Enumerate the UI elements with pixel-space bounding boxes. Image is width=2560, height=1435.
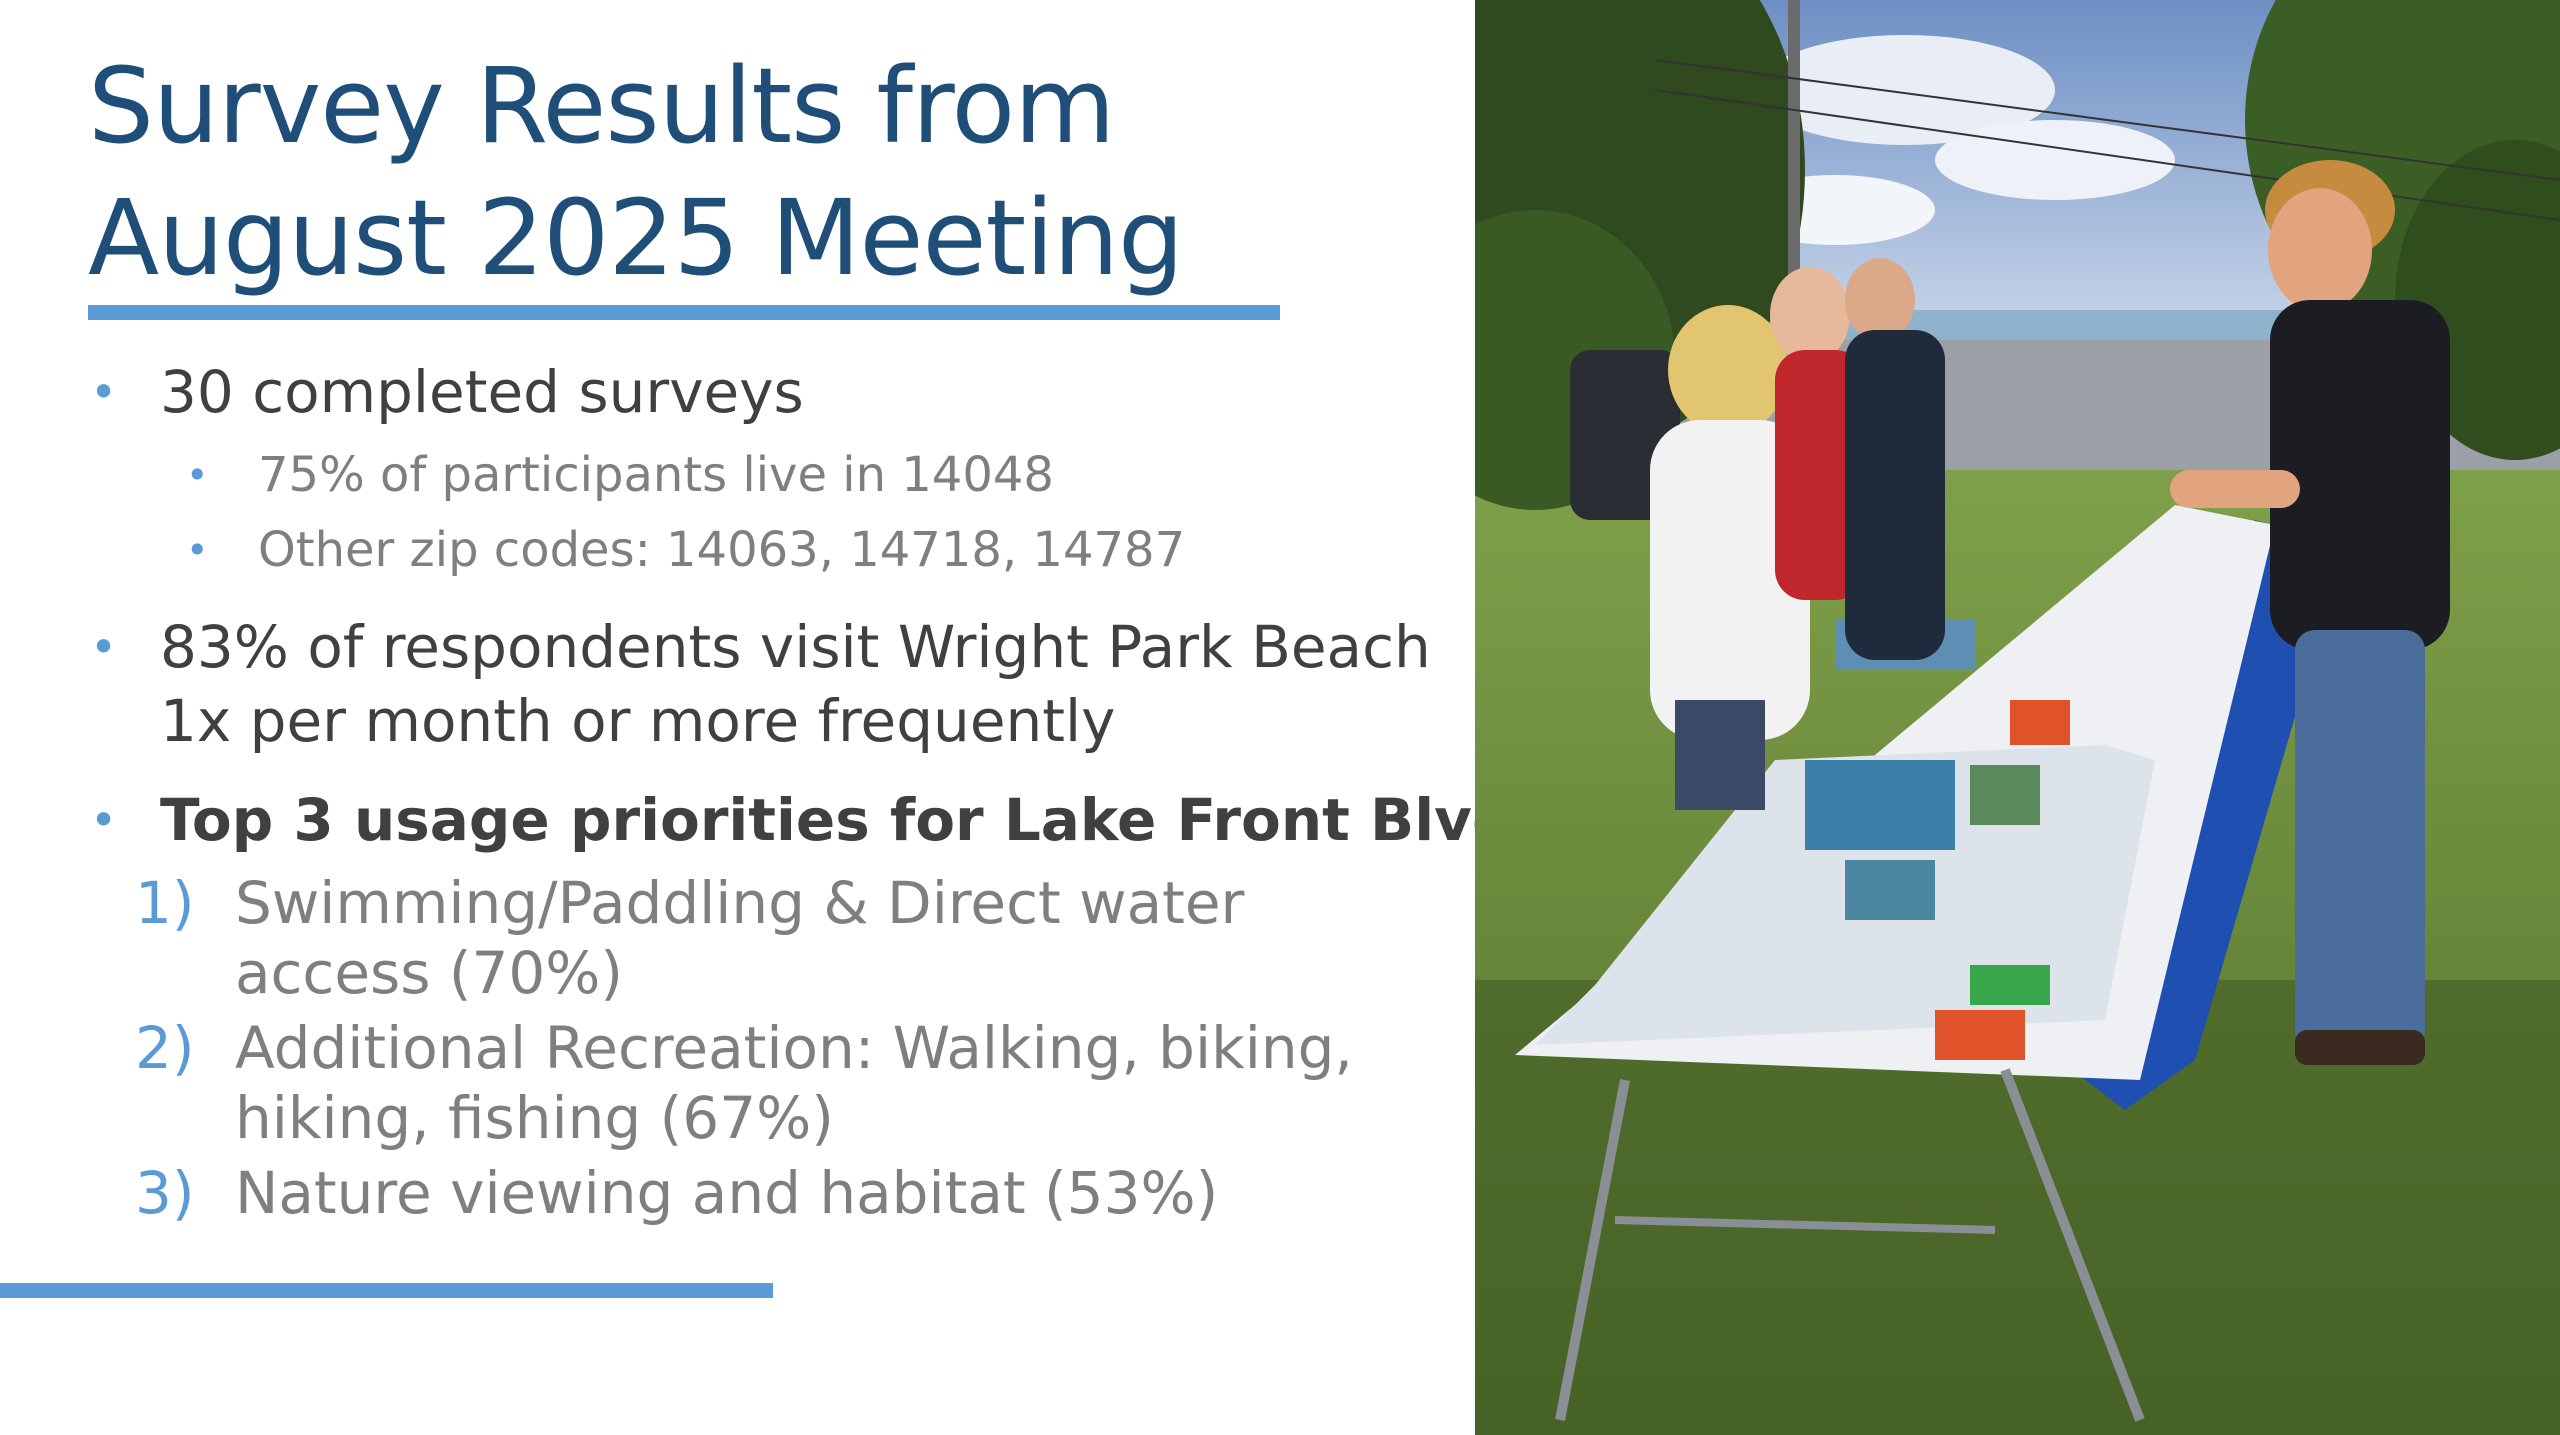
meeting-photo [1475,0,2560,1435]
photo-poster-image [1845,860,1935,920]
bullet-item: • Top 3 usage priorities for Lake Front … [90,783,1536,857]
bullet-dot-icon: • [186,453,209,497]
photo-person-legs [2295,630,2425,1050]
photo-wire [1654,89,2560,221]
priority-line: access (70%) [235,939,624,1007]
slide-title: Survey Results from August 2025 Meeting [88,40,1388,304]
photo-person-body [2270,300,2450,650]
priority-number: 2) [135,1014,195,1082]
sub-bullet-text: 75% of participants live in 14048 [258,447,1054,503]
priority-line: Nature viewing and habitat (53%) [235,1159,1219,1227]
photo-wire [1654,59,2560,181]
bullet-continuation: 1x per month or more frequently [160,684,1115,758]
priority-line: Additional Recreation: Walking, biking, [235,1014,1353,1082]
bullet-text: 30 completed surveys [160,358,804,426]
bullet-dot-icon: • [90,620,118,674]
photo-sticker-grid [1935,1010,2025,1060]
photo-poster-image [1805,760,1955,850]
bullet-dot-icon: • [90,793,118,847]
priority-line: Swimming/Paddling & Direct water [235,869,1245,937]
bullet-dot-icon: • [186,528,209,572]
photo-cloud [1935,120,2175,200]
priority-number: 1) [135,869,195,937]
photo-cloud [1755,35,2055,145]
sub-bullet-item: • 75% of participants live in 14048 [186,445,1054,505]
photo-person-head [2268,188,2372,312]
photo-person-hair [1668,305,1788,435]
photo-person-arm [2170,470,2300,508]
slide-content: Survey Results from August 2025 Meeting … [0,40,1536,1298]
sub-bullet-item: • Other zip codes: 14063, 14718, 14787 [186,520,1186,580]
bullet-item: • 83% of respondents visit Wright Park B… [90,610,1431,684]
priority-number: 3) [135,1159,195,1227]
title-line-2: August 2025 Meeting [88,177,1184,299]
photo-table-leg [1614,1216,1996,1234]
photo-person-body [1845,330,1945,660]
photo-person-body [1775,350,1865,600]
priority-line: hiking, fishing (67%) [235,1084,834,1152]
bullet-text: Top 3 usage priorities for Lake Front Bl… [160,786,1536,854]
bullet-item: • 30 completed surveys [90,355,804,429]
photo-sticker-grid [1970,965,2050,1005]
photo-person-head [1845,258,1915,342]
photo-table-leg [1555,1079,1630,1421]
bullet-dot-icon: • [90,365,118,419]
photo-person-head [1770,267,1850,363]
bottom-accent-line [0,1283,773,1298]
title-underline [88,305,1280,320]
sub-bullet-text: Other zip codes: 14063, 14718, 14787 [258,522,1186,578]
photo-person-body [1650,420,1810,740]
bullet-text: 83% of respondents visit Wright Park Bea… [160,613,1431,681]
photo-pole [1788,0,1800,330]
photo-person-legs [1675,700,1765,810]
photo-table-leg [2000,1068,2145,1422]
photo-poster-image [1970,765,2040,825]
photo-person-shoes [2295,1030,2425,1065]
title-line-1: Survey Results from [88,45,1115,167]
bullet-text: 1x per month or more frequently [160,687,1116,755]
photo-sticker-grid [2010,700,2070,745]
